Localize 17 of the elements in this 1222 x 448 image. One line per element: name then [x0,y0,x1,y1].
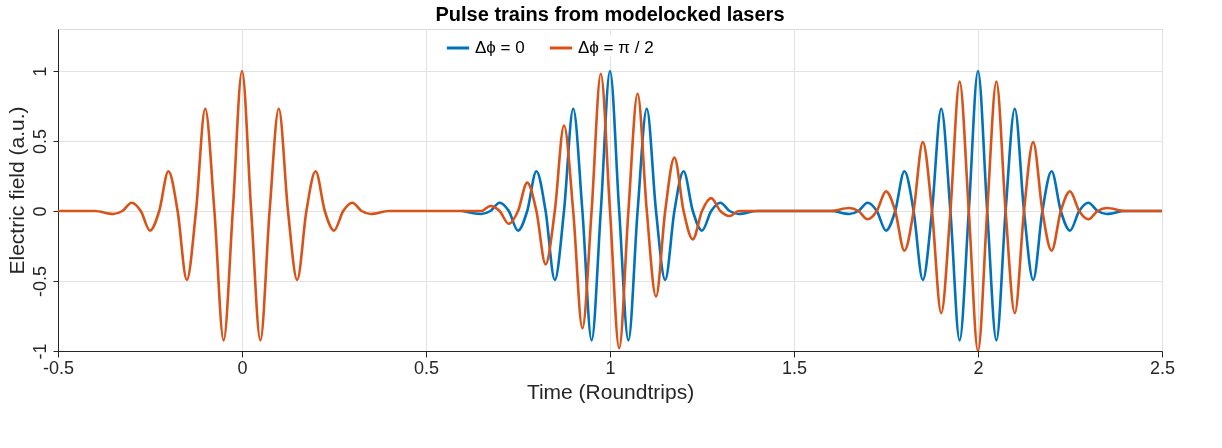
chart-title: Pulse trains from modelocked lasers [435,3,785,25]
legend-label: Δϕ = π / 2 [578,38,654,57]
x-tick-label: -0.5 [42,357,75,378]
y-tick-label: -1 [29,343,50,360]
x-tick-label: 1.5 [781,357,808,378]
y-tick-label: 0.5 [29,128,50,155]
legend-label: Δϕ = 0 [475,38,525,57]
x-tick-label: 0.5 [413,357,440,378]
y-tick-label: 1 [29,66,50,77]
y-tick-label: -0.5 [29,265,50,298]
x-tick-label: 0 [237,357,248,378]
x-tick-label: 1 [605,357,616,378]
y-axis-title: Electric field (a.u.) [4,106,28,275]
y-tick-label: 0 [29,206,50,217]
x-axis-title: Time (Roundtrips) [526,379,695,403]
x-tick-label: 2 [973,357,984,378]
x-tick-label: 2.5 [1149,357,1176,378]
